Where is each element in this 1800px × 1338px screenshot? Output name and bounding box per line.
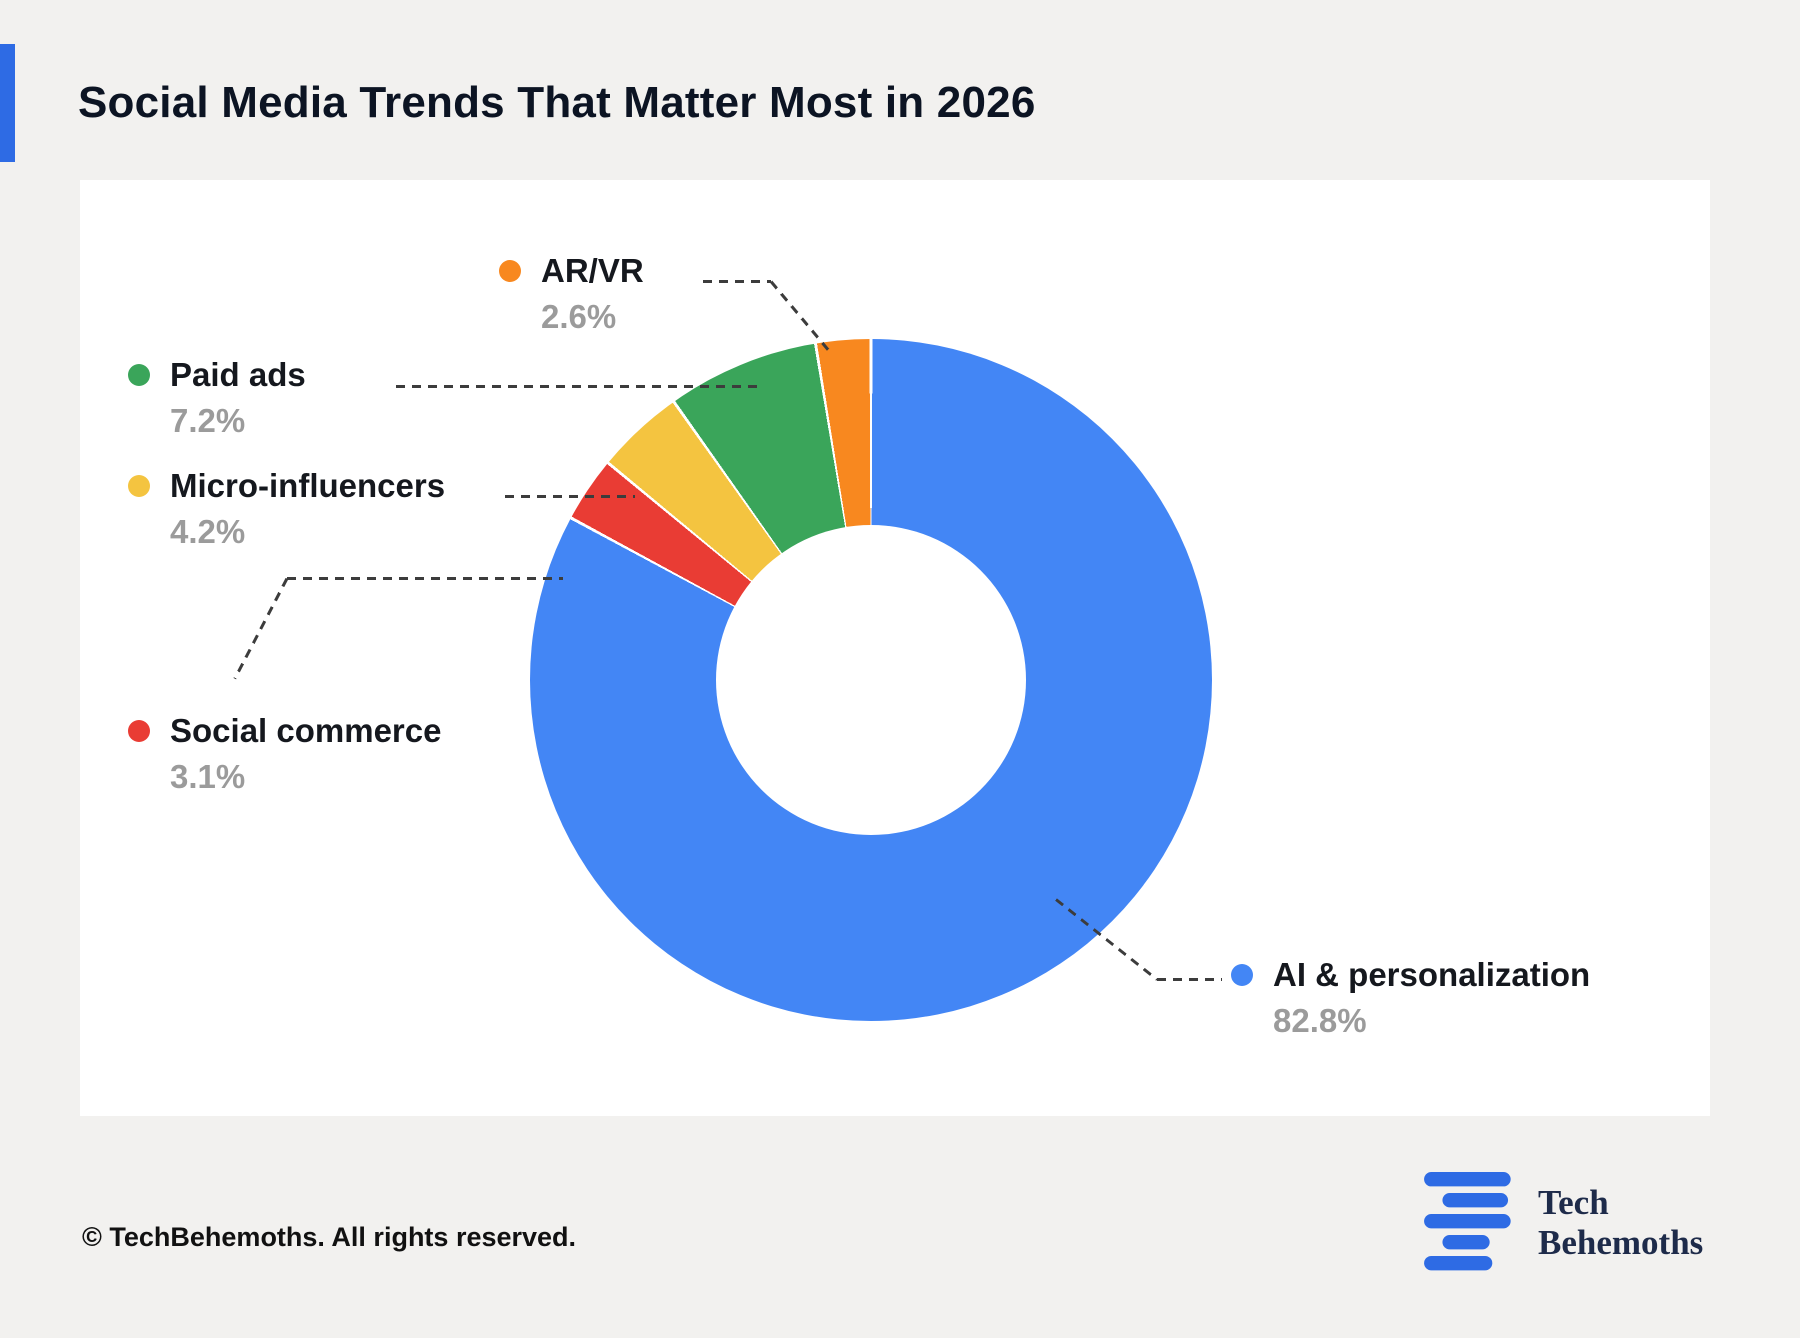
- legend-label-social-commerce: Social commerce: [170, 712, 442, 749]
- leader-line-social-commerce-horizontal: [287, 577, 563, 580]
- leader-line-ai-horizontal: [1157, 978, 1222, 981]
- legend-item-ai-personalization: AI & personalization 82.8%: [1231, 956, 1590, 1040]
- leader-line-micro-influencers: [505, 495, 635, 498]
- title-accent-bar: [0, 44, 15, 162]
- legend-item-arvr: AR/VR 2.6%: [499, 252, 644, 336]
- legend-dot-arvr: [499, 260, 521, 282]
- legend-item-paid-ads: Paid ads 7.2%: [128, 356, 306, 440]
- copyright-text: © TechBehemoths. All rights reserved.: [82, 1222, 577, 1252]
- techbehemoths-logo-icon: [1424, 1172, 1511, 1271]
- legend-value-paid-ads: 7.2%: [170, 402, 246, 439]
- leader-line-paid-ads: [396, 385, 758, 388]
- legend-dot-micro-influencers: [128, 475, 150, 497]
- legend-label-paid-ads: Paid ads: [170, 356, 306, 393]
- leader-line-arvr-horizontal: [703, 280, 771, 283]
- donut-chart: [530, 339, 1212, 1021]
- legend-value-micro-influencers: 4.2%: [170, 513, 246, 550]
- brand-block: Tech Behemoths: [1424, 1172, 1703, 1273]
- legend-value-arvr: 2.6%: [541, 298, 617, 335]
- brand-line2: Behemoths: [1538, 1222, 1704, 1262]
- legend-dot-social-commerce: [128, 720, 150, 742]
- legend-label-arvr: AR/VR: [541, 252, 644, 289]
- legend-value-ai-personalization: 82.8%: [1273, 1002, 1367, 1039]
- donut-hole: [716, 525, 1026, 835]
- legend-dot-ai-personalization: [1231, 964, 1253, 986]
- legend-item-social-commerce: Social commerce 3.1%: [128, 712, 441, 796]
- legend-label-micro-influencers: Micro-influencers: [170, 467, 446, 504]
- legend-label-ai-personalization: AI & personalization: [1273, 956, 1591, 993]
- legend-value-social-commerce: 3.1%: [170, 758, 246, 795]
- brand-wordmark: Tech Behemoths: [1538, 1183, 1703, 1263]
- brand-line1: Tech: [1538, 1182, 1609, 1222]
- legend-dot-paid-ads: [128, 364, 150, 386]
- page-title: Social Media Trends That Matter Most in …: [78, 78, 1036, 127]
- legend-item-micro-influencers: Micro-influencers 4.2%: [128, 467, 445, 551]
